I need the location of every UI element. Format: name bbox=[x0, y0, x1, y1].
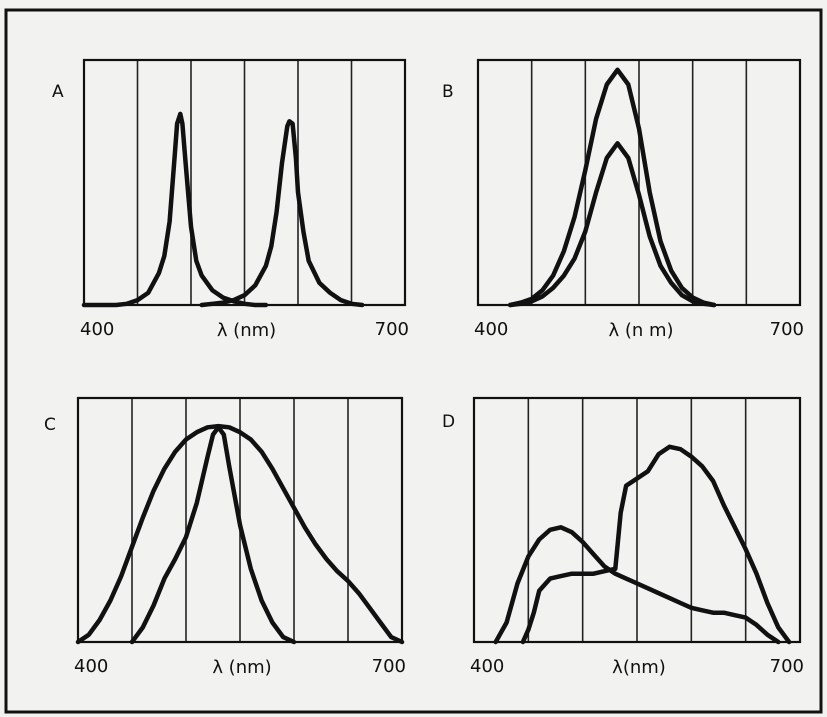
panel-label: C bbox=[44, 415, 56, 435]
plot-frame bbox=[472, 396, 802, 644]
x-tick-label-max: 700 bbox=[770, 656, 804, 677]
figure-border bbox=[4, 8, 823, 714]
x-tick-label-min: 400 bbox=[470, 656, 504, 677]
plot-frame bbox=[76, 396, 404, 644]
series-line-1 bbox=[81, 111, 269, 308]
x-tick-label-max: 700 bbox=[375, 319, 409, 340]
x-tick-label-max: 700 bbox=[770, 319, 804, 340]
series-line-1 bbox=[493, 525, 781, 645]
series-line-2 bbox=[199, 119, 365, 308]
x-tick-label-min: 400 bbox=[474, 319, 508, 340]
series-line-1 bbox=[507, 67, 717, 308]
x-axis-label: λ (n m) bbox=[608, 320, 673, 341]
x-axis-label: λ(nm) bbox=[612, 657, 666, 678]
x-tick-label-max: 700 bbox=[372, 656, 406, 677]
series-line-1 bbox=[75, 423, 405, 645]
plot-frame bbox=[476, 58, 802, 307]
x-tick-label-min: 400 bbox=[74, 656, 108, 677]
x-axis-label: λ (nm) bbox=[212, 657, 271, 678]
panel-b: B 400 λ (n m) 700 bbox=[442, 58, 804, 341]
series-line-2 bbox=[520, 444, 792, 645]
panel-label: D bbox=[442, 412, 455, 432]
x-axis-label: λ (nm) bbox=[217, 320, 276, 341]
series-line-2 bbox=[129, 425, 297, 645]
panel-d: D 400 λ(nm) 700 bbox=[442, 396, 804, 678]
x-tick-label-min: 400 bbox=[80, 319, 114, 340]
panel-label: A bbox=[52, 82, 64, 102]
panel-label: B bbox=[442, 82, 454, 102]
panel-c: C 400 λ (nm) 700 bbox=[44, 396, 406, 678]
panel-a: A 400 λ (nm) 700 bbox=[52, 58, 409, 341]
series-line-2 bbox=[507, 141, 717, 308]
